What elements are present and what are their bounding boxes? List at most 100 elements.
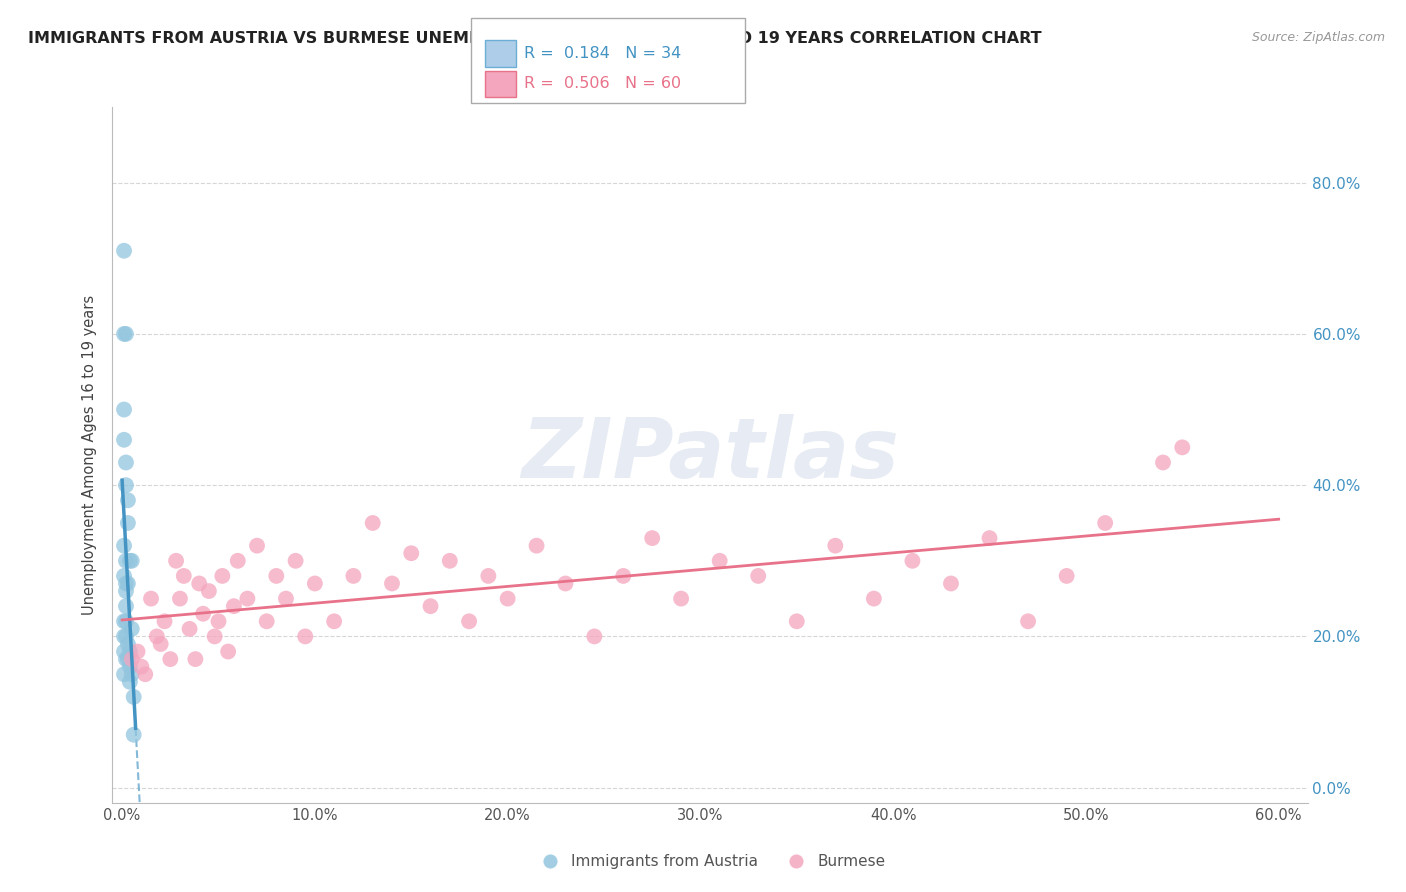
Point	[112, 629, 135, 643]
Legend: Immigrants from Austria, Burmese: Immigrants from Austria, Burmese	[529, 848, 891, 875]
Point	[169, 591, 191, 606]
Point	[118, 554, 141, 568]
Point	[226, 554, 249, 568]
Point	[115, 478, 138, 492]
Point	[612, 569, 634, 583]
Point	[122, 728, 145, 742]
Point	[294, 629, 316, 643]
Text: R =  0.184   N = 34: R = 0.184 N = 34	[524, 45, 682, 61]
Text: Source: ZipAtlas.com: Source: ZipAtlas.com	[1251, 31, 1385, 45]
Point	[184, 652, 207, 666]
Point	[115, 326, 138, 341]
Point	[207, 615, 229, 629]
Point	[117, 576, 139, 591]
Point	[117, 516, 139, 530]
Point	[117, 493, 139, 508]
Y-axis label: Unemployment Among Ages 16 to 19 years: Unemployment Among Ages 16 to 19 years	[82, 295, 97, 615]
Point	[112, 244, 135, 258]
Point	[112, 539, 135, 553]
Point	[117, 652, 139, 666]
Point	[115, 554, 138, 568]
Point	[323, 615, 346, 629]
Point	[526, 539, 548, 553]
Point	[204, 629, 226, 643]
Point	[188, 576, 211, 591]
Point	[361, 516, 384, 530]
Point	[115, 576, 138, 591]
Point	[786, 615, 808, 629]
Point	[173, 569, 195, 583]
Point	[1056, 569, 1078, 583]
Point	[115, 629, 138, 643]
Point	[131, 659, 153, 673]
Point	[118, 659, 141, 673]
Point	[439, 554, 461, 568]
Point	[256, 615, 278, 629]
Text: IMMIGRANTS FROM AUSTRIA VS BURMESE UNEMPLOYMENT AMONG AGES 16 TO 19 YEARS CORREL: IMMIGRANTS FROM AUSTRIA VS BURMESE UNEMP…	[28, 31, 1042, 46]
Point	[863, 591, 886, 606]
Point	[159, 652, 181, 666]
Point	[304, 576, 326, 591]
Point	[149, 637, 172, 651]
Point	[236, 591, 259, 606]
Point	[179, 622, 201, 636]
Point	[165, 554, 187, 568]
Point	[222, 599, 245, 614]
Point	[121, 667, 143, 681]
Point	[641, 531, 664, 545]
Point	[112, 644, 135, 658]
Point	[1152, 455, 1174, 469]
Point	[146, 629, 169, 643]
Point	[115, 599, 138, 614]
Point	[583, 629, 606, 643]
Point	[381, 576, 404, 591]
Point	[211, 569, 233, 583]
Point	[112, 433, 135, 447]
Point	[979, 531, 1001, 545]
Point	[901, 554, 924, 568]
Point	[112, 667, 135, 681]
Point	[153, 615, 176, 629]
Point	[747, 569, 769, 583]
Point	[191, 607, 214, 621]
Point	[284, 554, 307, 568]
Point	[139, 591, 162, 606]
Point	[115, 652, 138, 666]
Text: R =  0.506   N = 60: R = 0.506 N = 60	[524, 77, 682, 92]
Point	[1017, 615, 1039, 629]
Point	[115, 615, 138, 629]
Point	[198, 584, 221, 599]
Point	[115, 455, 138, 469]
Point	[127, 644, 149, 658]
Point	[496, 591, 519, 606]
Point	[121, 652, 143, 666]
Point	[709, 554, 731, 568]
Point	[134, 667, 156, 681]
Point	[112, 326, 135, 341]
Point	[112, 569, 135, 583]
Point	[266, 569, 288, 583]
Point	[554, 576, 576, 591]
Point	[112, 402, 135, 417]
Point	[115, 584, 138, 599]
Point	[1171, 441, 1194, 455]
Point	[118, 674, 141, 689]
Point	[117, 637, 139, 651]
Point	[274, 591, 297, 606]
Point	[121, 622, 143, 636]
Point	[118, 644, 141, 658]
Point	[246, 539, 269, 553]
Point	[458, 615, 481, 629]
Point	[112, 615, 135, 629]
Point	[824, 539, 846, 553]
Point	[669, 591, 692, 606]
Point	[342, 569, 364, 583]
Point	[419, 599, 441, 614]
Point	[122, 690, 145, 704]
Point	[217, 644, 239, 658]
Point	[939, 576, 962, 591]
Point	[121, 554, 143, 568]
Point	[401, 546, 423, 560]
Point	[1094, 516, 1116, 530]
Text: ZIPatlas: ZIPatlas	[522, 415, 898, 495]
